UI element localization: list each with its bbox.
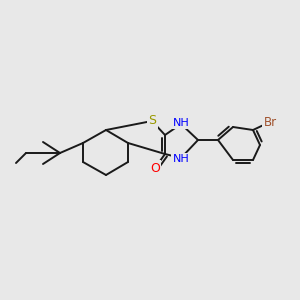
Text: NH: NH	[172, 118, 189, 128]
Text: O: O	[150, 161, 160, 175]
Text: Br: Br	[263, 116, 277, 128]
Text: NH: NH	[172, 154, 189, 164]
Text: S: S	[148, 115, 156, 128]
